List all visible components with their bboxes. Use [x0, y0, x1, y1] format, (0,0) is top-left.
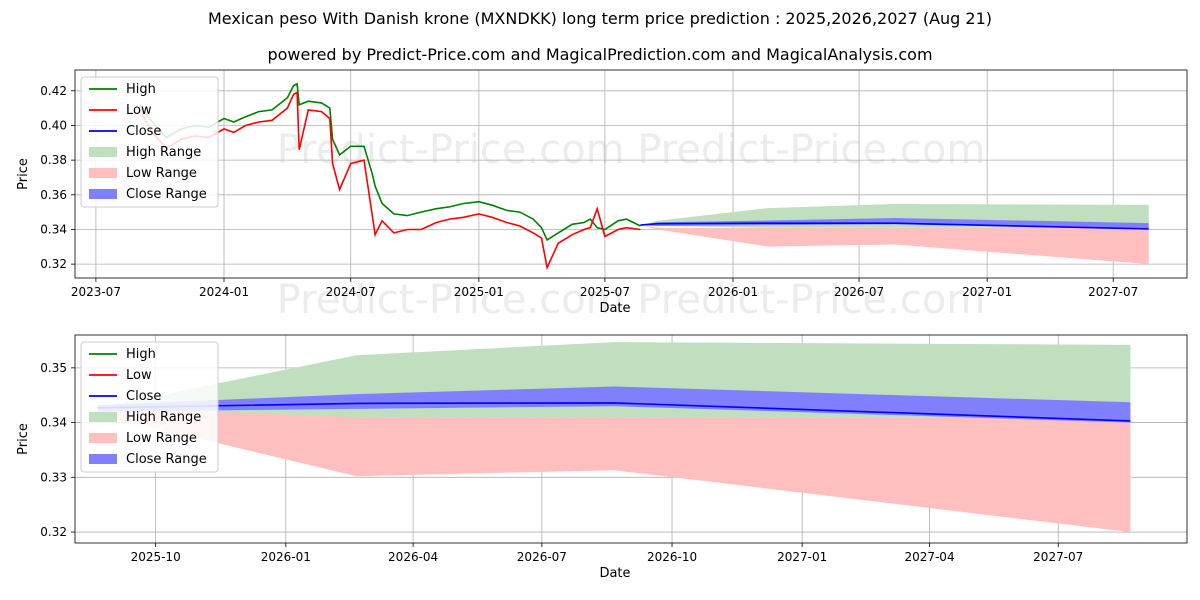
watermark-text: Predict-Price.com Predict-Price.com [277, 127, 986, 173]
x-tick-label: 2026-04 [388, 550, 438, 564]
chart-title: Mexican peso With Danish krone (MXNDKK) … [208, 9, 992, 28]
watermark-text: Predict-Price.com Predict-Price.com [277, 277, 986, 323]
low-range-area [640, 225, 1149, 265]
x-axis-label: Date [599, 566, 630, 581]
legend-swatch [89, 168, 117, 178]
y-tick-label: 0.32 [40, 257, 67, 271]
legend-label: Low Range [126, 166, 197, 181]
y-tick-label: 0.32 [40, 525, 67, 539]
legend-swatch [89, 147, 117, 157]
x-tick-label: 2026-10 [647, 550, 697, 564]
legend-label: High [126, 347, 156, 362]
x-tick-label: 2024-01 [199, 285, 249, 299]
y-axis-label: Price [16, 423, 31, 455]
low-series-line [138, 91, 641, 271]
x-tick-label: 2027-04 [904, 550, 954, 564]
x-tick-label: 2025-10 [131, 550, 181, 564]
close-series-line [640, 222, 1149, 230]
y-tick-label: 0.40 [40, 118, 67, 132]
legend-label: Close [126, 124, 161, 139]
y-tick-label: 0.34 [40, 222, 67, 236]
legend-label: High [126, 82, 156, 97]
y-tick-label: 0.36 [40, 188, 67, 202]
legend-label: Close Range [126, 452, 207, 467]
x-tick-label: 2026-01 [261, 550, 311, 564]
y-tick-label: 0.38 [40, 153, 67, 167]
legend: High Low Close High Range Low Range Close Ran… [80, 76, 219, 208]
close-range-area [97, 386, 1131, 423]
x-tick-label: 2026-01 [708, 285, 758, 299]
x-tick-label: 2027-01 [962, 285, 1012, 299]
chart-subtitle: powered by Predict-Price.com and Magical… [267, 45, 933, 64]
legend-swatch [89, 189, 117, 199]
x-tick-label: 2025-01 [454, 285, 504, 299]
legend-label: Close Range [126, 187, 207, 202]
x-tick-label: 2026-07 [517, 550, 567, 564]
y-tick-label: 0.33 [40, 470, 67, 484]
legend-label: Low Range [126, 431, 197, 446]
plot-frame [74, 69, 1188, 279]
top-chart: Predict-Price.com Predict-Price.com Predi… [16, 69, 1188, 323]
x-tick-label: 2024-07 [326, 285, 376, 299]
close-series-line [97, 402, 1131, 422]
x-tick-label: 2027-07 [1033, 550, 1083, 564]
x-tick-label: 2027-07 [1088, 285, 1138, 299]
x-tick-label: 2026-07 [834, 285, 884, 299]
plot-frame [74, 334, 1188, 544]
legend-swatch [89, 412, 117, 422]
y-tick-label: 0.34 [40, 416, 67, 430]
x-axis-label: Date [599, 301, 630, 316]
y-axis-label: Price [16, 158, 31, 190]
legend-swatch [89, 433, 117, 443]
legend-label: Close [126, 389, 161, 404]
y-tick-label: 0.42 [40, 84, 67, 98]
x-tick-label: 2025-07 [580, 285, 630, 299]
legend-swatch [89, 454, 117, 464]
legend: High Low Close High Range Low Range Close Ran… [80, 341, 219, 473]
legend-label: High Range [126, 410, 201, 425]
legend-label: Low [126, 103, 152, 118]
bottom-chart: Predict-Price.com Predict-Price.com2025-… [16, 334, 1188, 581]
x-tick-label: 2027-01 [777, 550, 827, 564]
low-range-area [97, 407, 1131, 533]
legend-label: Low [126, 368, 152, 383]
legend-label: High Range [126, 145, 201, 160]
x-tick-label: 2023-07 [71, 285, 121, 299]
y-tick-label: 0.35 [40, 361, 67, 375]
high-series-line [138, 82, 641, 242]
